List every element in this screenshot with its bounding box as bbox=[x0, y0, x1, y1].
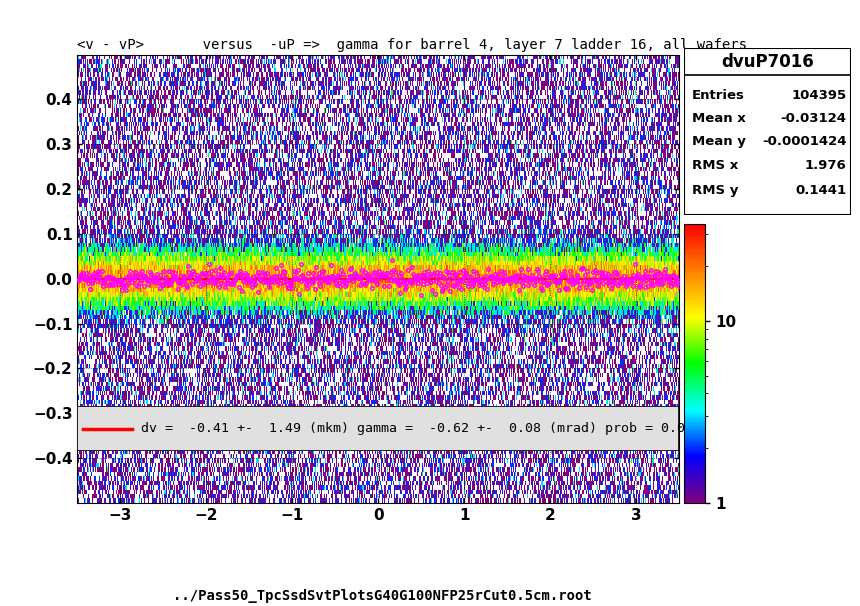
Text: 1.976: 1.976 bbox=[805, 159, 846, 171]
Text: 0.1441: 0.1441 bbox=[796, 184, 846, 196]
Text: <v - vP>       versus  -uP =>  gamma for barrel 4, layer 7 ladder 16, all wafers: <v - vP> versus -uP => gamma for barrel … bbox=[77, 38, 747, 52]
Text: dvuP7016: dvuP7016 bbox=[722, 53, 814, 71]
Text: dv =  -0.41 +-  1.49 (mkm) gamma =  -0.62 +-  0.08 (mrad) prob = 0.005: dv = -0.41 +- 1.49 (mkm) gamma = -0.62 +… bbox=[140, 422, 701, 435]
Text: Entries: Entries bbox=[692, 88, 745, 102]
Text: Mean x: Mean x bbox=[692, 112, 746, 125]
Text: -0.03124: -0.03124 bbox=[780, 112, 846, 125]
Text: 104395: 104395 bbox=[791, 88, 846, 102]
Text: Mean y: Mean y bbox=[692, 135, 746, 148]
Text: ../Pass50_TpcSsdSvtPlotsG40G100NFP25rCut0.5cm.root: ../Pass50_TpcSsdSvtPlotsG40G100NFP25rCut… bbox=[174, 589, 592, 603]
Text: RMS y: RMS y bbox=[692, 184, 739, 196]
Text: RMS x: RMS x bbox=[692, 159, 739, 171]
Text: -0.0001424: -0.0001424 bbox=[762, 135, 846, 148]
